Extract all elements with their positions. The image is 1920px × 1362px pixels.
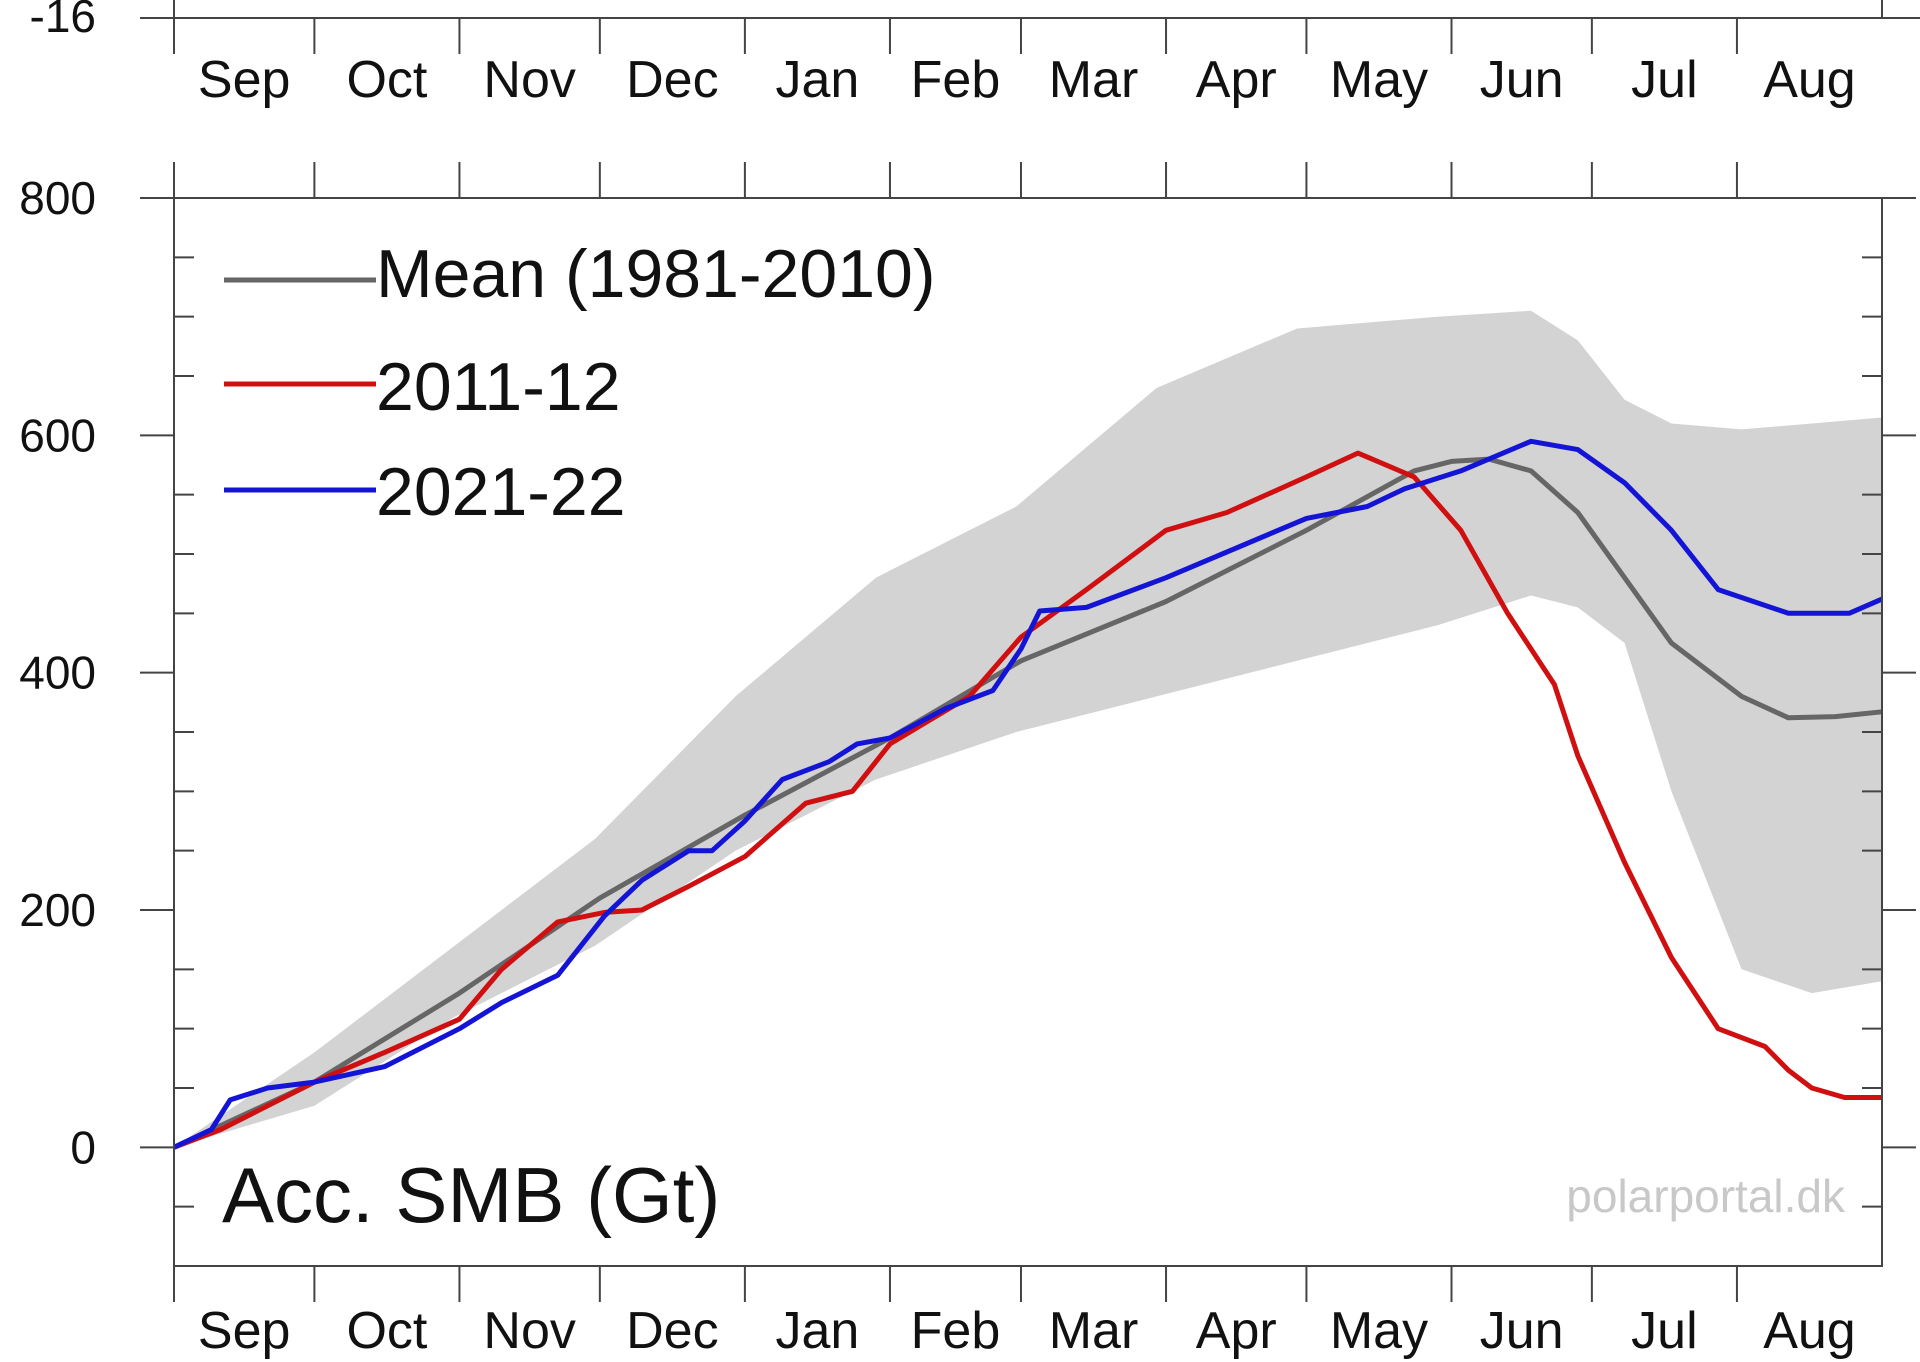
x-tick-label: May (1330, 1302, 1428, 1360)
legend-label-mean: Mean (1981-2010) (376, 236, 935, 312)
top-panel-x-tick-label: Oct (346, 51, 427, 109)
x-tick-label: Mar (1049, 1302, 1139, 1360)
top-panel-x-tick-label: Jul (1631, 51, 1697, 109)
watermark: polarportal.dk (1566, 1170, 1846, 1222)
top-panel-x-tick-label: Jun (1480, 51, 1564, 109)
top-panel-x-tick-label: Apr (1196, 51, 1277, 109)
y-tick-label: 200 (19, 884, 96, 936)
top-panel-x-tick-label: Jan (776, 51, 860, 109)
top-panel-x-tick-label: Feb (911, 51, 1001, 109)
x-tick-label: Aug (1763, 1302, 1856, 1360)
top-panel: -16 Sep Oct Nov Dec Jan Feb Mar Apr May Jun Jul Aug (30, 0, 1920, 109)
y-tick-label: 600 (19, 409, 96, 461)
x-tick-label: Apr (1196, 1302, 1277, 1360)
legend-label-2011-12: 2011-12 (376, 349, 621, 425)
top-panel-x-tick-label: Nov (483, 51, 575, 109)
top-panel-ytick-label: -16 (30, 0, 96, 42)
top-panel-x-labels: Sep Oct Nov Dec Jan Feb Mar Apr May Jun Jul Aug (198, 51, 1856, 109)
top-panel-x-tick-label: Aug (1763, 51, 1856, 109)
top-panel-x-tick-label: Sep (198, 51, 291, 109)
top-panel-x-tick-label: Mar (1049, 51, 1139, 109)
x-tick-label: Dec (626, 1302, 718, 1360)
x-tick-label: Jun (1480, 1302, 1564, 1360)
x-tick-label: Feb (911, 1302, 1001, 1360)
top-panel-x-tick-label: Dec (626, 51, 718, 109)
range-band (174, 310, 1882, 1148)
main-panel: 0 200 400 600 800 Sep Oct Nov Dec Jan Feb Mar Apr Ma… (19, 162, 1916, 1360)
x-tick-label: Sep (198, 1302, 291, 1360)
legend: Mean (1981-2010) 2011-12 2021-22 (224, 236, 935, 530)
y-tick-label: 800 (19, 172, 96, 224)
x-tick-label: Oct (346, 1302, 427, 1360)
x-tick-label: Nov (483, 1302, 575, 1360)
y-tick-label: 0 (70, 1121, 96, 1173)
y-axis-title: Acc. SMB (Gt) (222, 1151, 720, 1239)
top-panel-x-tick-label: May (1330, 51, 1428, 109)
legend-label-2021-22: 2021-22 (376, 454, 626, 530)
top-panel-x-ticks (173, 18, 1738, 54)
y-tick-label: 400 (19, 647, 96, 699)
series-line-mean-1981-2010- (172, 456, 1883, 1150)
series-line-2021-22 (172, 438, 1883, 1150)
x-tick-label: Jan (776, 1302, 860, 1360)
series-line-2011-12 (173, 450, 1882, 1150)
x-tick-label: Jul (1631, 1302, 1697, 1360)
